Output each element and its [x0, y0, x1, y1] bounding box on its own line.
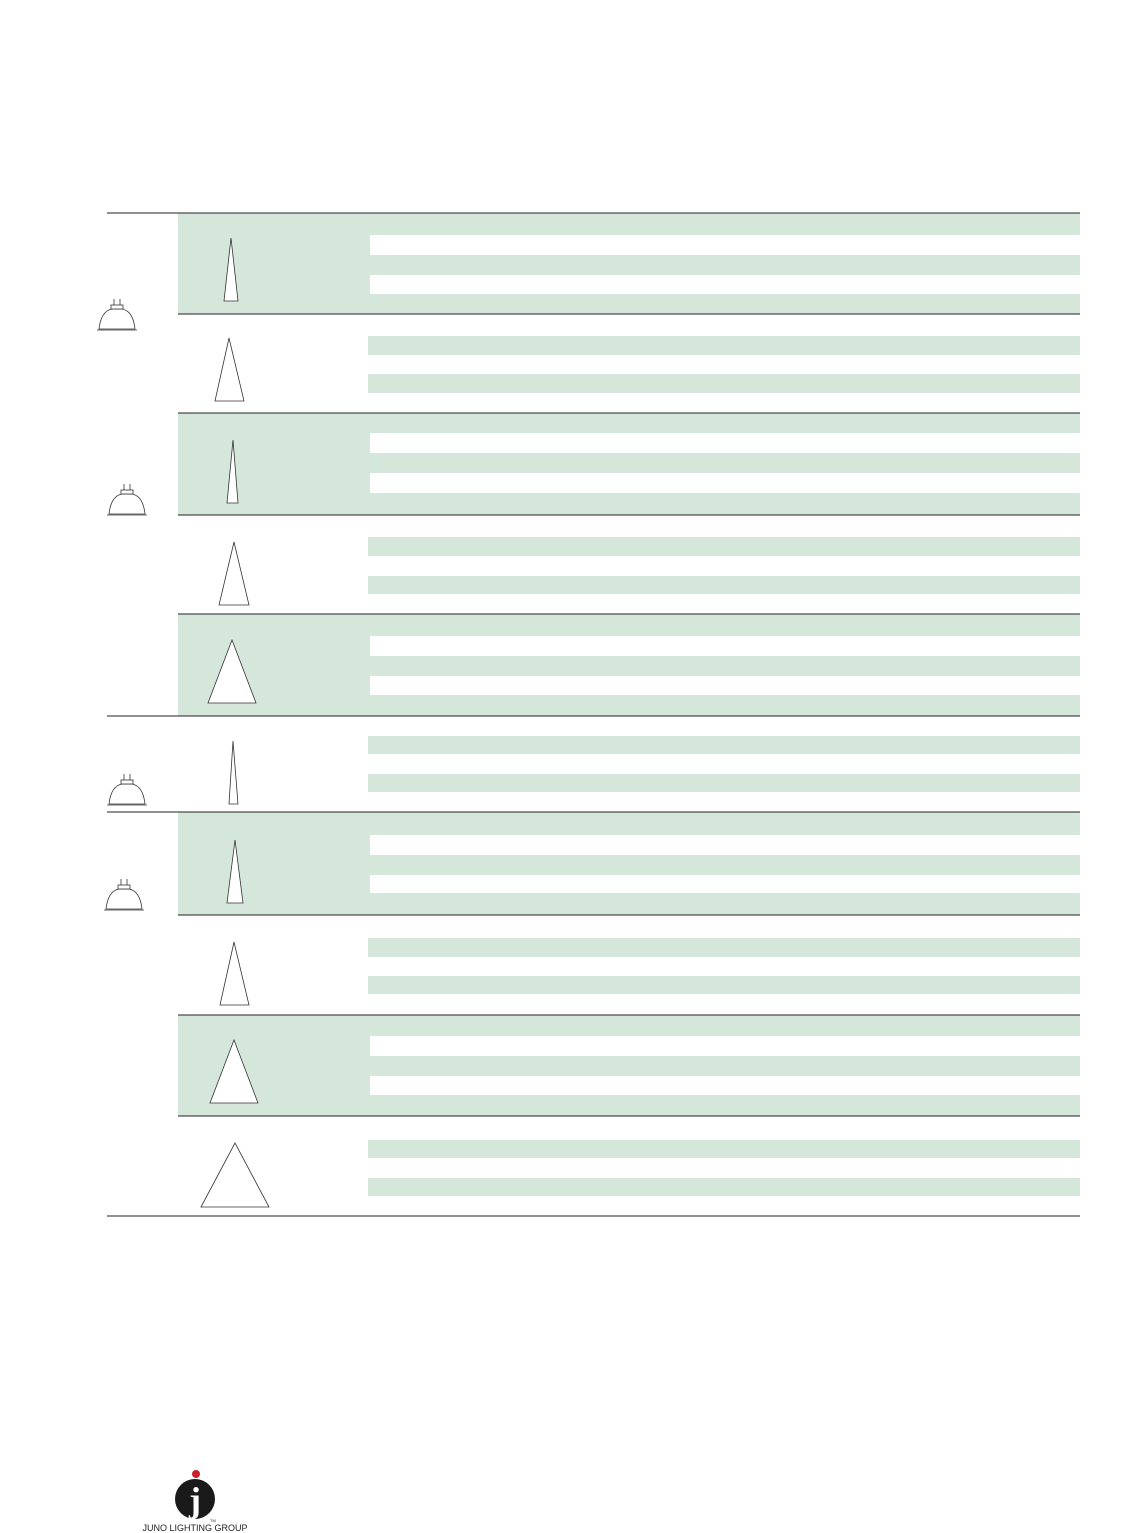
lamp-base [120, 779, 134, 785]
row-stripe [368, 1140, 1080, 1158]
beam-icon [218, 541, 250, 606]
row-stripe [370, 433, 1080, 453]
logo-tm: TM [210, 1518, 216, 1523]
logo-name: Juno Lighting Group [142, 1523, 247, 1533]
row-stripe [370, 1076, 1080, 1095]
logo-dot [192, 1470, 200, 1478]
beam-icon [226, 839, 244, 904]
row-stripe [368, 1178, 1080, 1196]
row-stripe [370, 235, 1080, 255]
beam-icon [219, 941, 250, 1006]
lamp-base [120, 489, 134, 495]
row-stripe [370, 473, 1080, 493]
beam-icon [207, 638, 257, 704]
lamp-base [110, 304, 124, 310]
logo-disc [175, 1479, 215, 1519]
row-stripe [370, 636, 1080, 656]
beam-icon [200, 1142, 270, 1208]
row-shade [178, 213, 1080, 314]
beam-icon [228, 740, 239, 805]
row-stripe [368, 774, 1080, 792]
row-stripe [368, 537, 1080, 556]
row-stripe [368, 976, 1080, 994]
row-stripe [370, 275, 1080, 294]
row-stripe [368, 374, 1080, 393]
beam-icon [209, 1038, 259, 1104]
row-shade [178, 614, 1080, 716]
row-shade [178, 812, 1080, 915]
row-stripe [368, 736, 1080, 754]
row-shade [178, 413, 1080, 515]
row-stripe [368, 938, 1080, 957]
logo-mark: j [188, 1480, 201, 1520]
beam-icon [223, 237, 239, 302]
row-stripe [368, 336, 1080, 355]
lamp-base [117, 884, 131, 890]
row-stripe [370, 875, 1080, 893]
row-shade [178, 1015, 1080, 1116]
row-stripe [370, 835, 1080, 855]
beam-icon [214, 337, 245, 402]
row-stripe [370, 676, 1080, 695]
row-stripe [370, 1036, 1080, 1056]
row-stripe [368, 576, 1080, 594]
beam-icon [226, 439, 239, 504]
